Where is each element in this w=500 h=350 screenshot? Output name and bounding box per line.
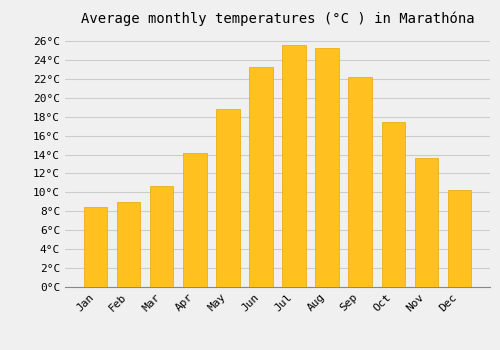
- Bar: [250, 68, 272, 287]
- Bar: [84, 206, 108, 287]
- Bar: [216, 109, 240, 287]
- Bar: [150, 186, 174, 287]
- Bar: [316, 48, 338, 287]
- Bar: [184, 153, 206, 287]
- Bar: [414, 158, 438, 287]
- Bar: [348, 77, 372, 287]
- Title: Average monthly temperatures (°C ) in Marathóna: Average monthly temperatures (°C ) in Ma…: [80, 12, 474, 26]
- Bar: [448, 190, 470, 287]
- Bar: [282, 45, 306, 287]
- Bar: [118, 202, 141, 287]
- Bar: [382, 122, 404, 287]
